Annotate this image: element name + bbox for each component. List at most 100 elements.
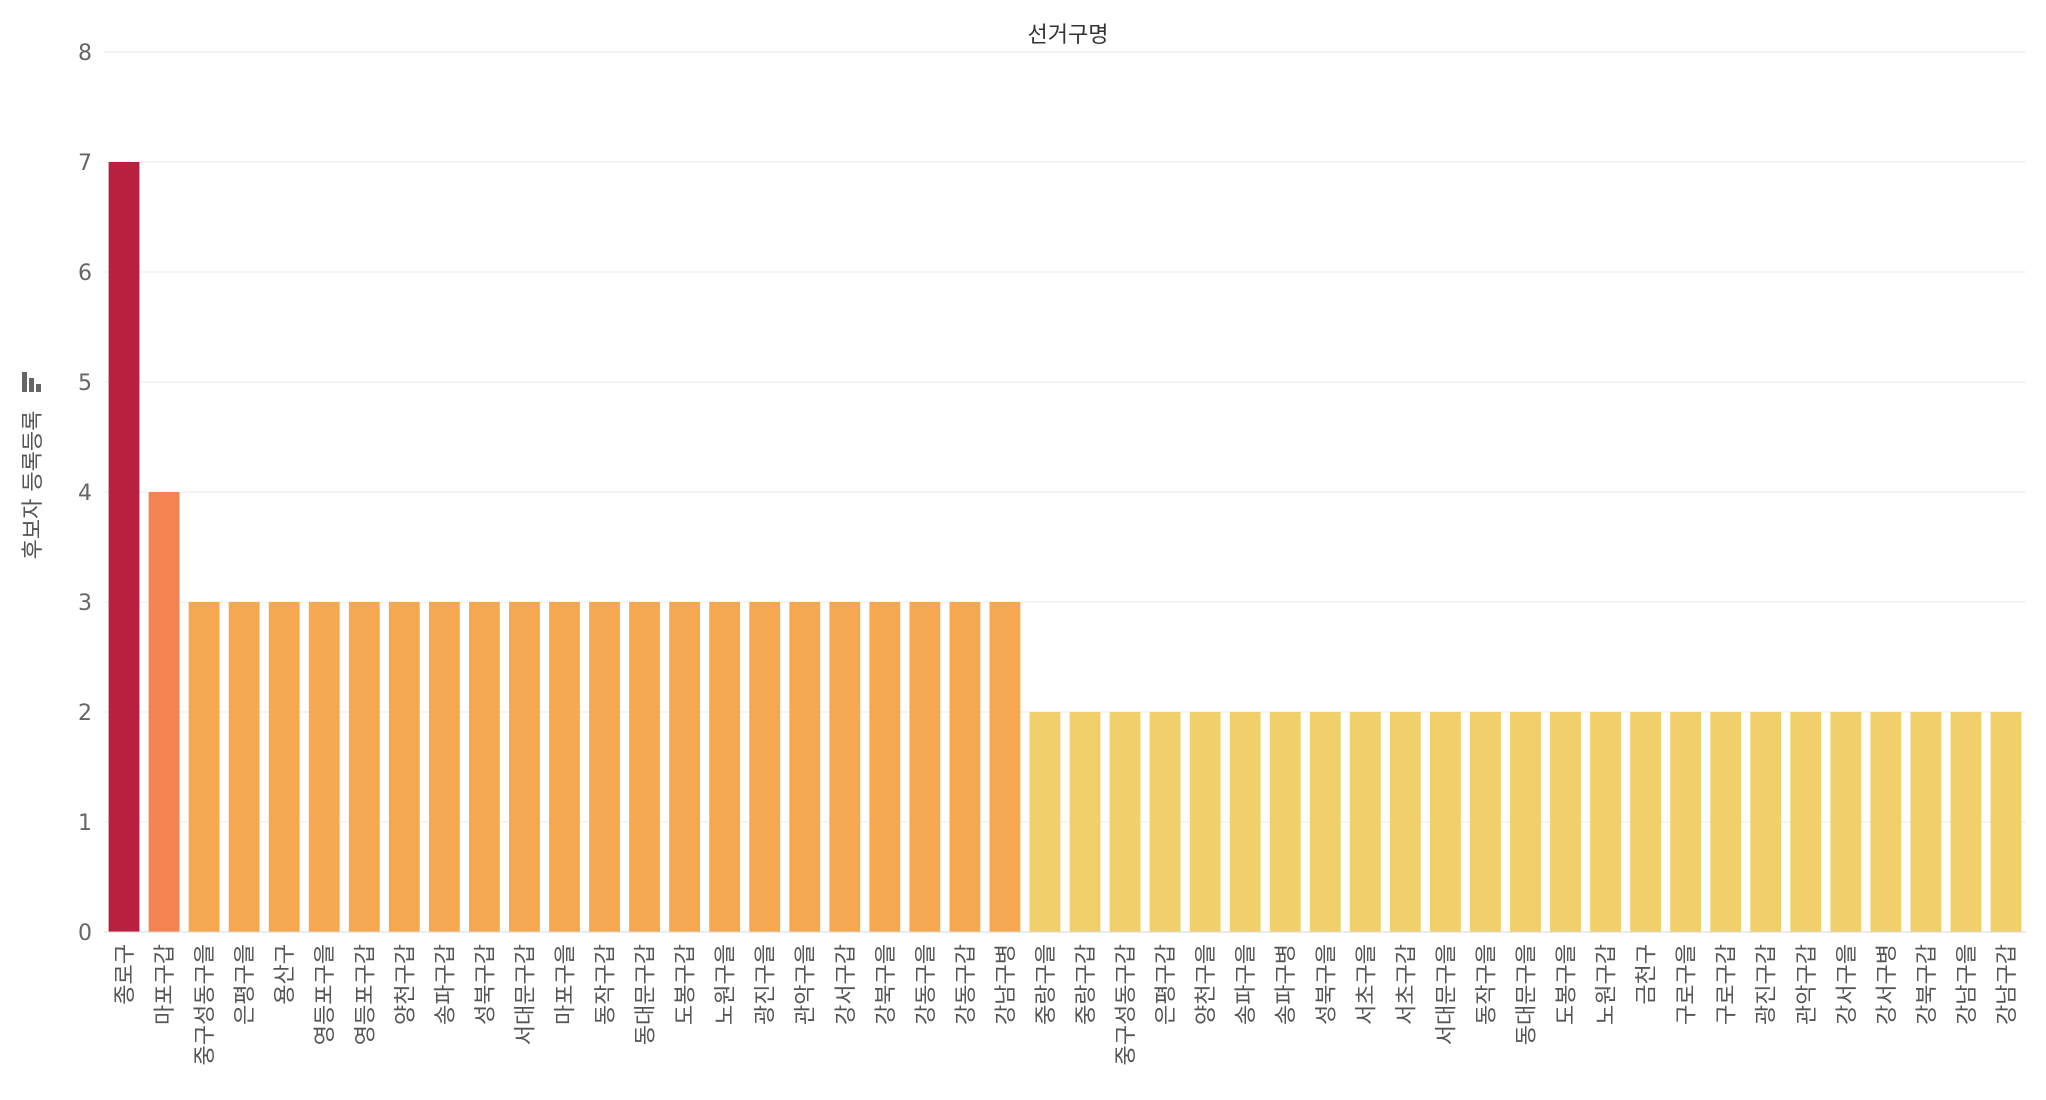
bar[interactable] [108,162,140,932]
bar[interactable] [749,602,781,932]
bar[interactable] [869,602,901,932]
bar[interactable] [308,602,340,932]
bar[interactable] [268,602,300,932]
x-tick-label: 양천구갑 [393,944,418,1025]
x-tick-label: 용산구 [273,944,298,1005]
x-tick-label: 마포구갑 [153,944,178,1025]
bar[interactable] [509,602,540,932]
bar[interactable] [148,492,180,932]
bars [108,162,2022,932]
bar[interactable] [1069,712,1101,932]
x-tick-label: 금천구 [1635,944,1660,1005]
x-tick-label: 성북구을 [1314,944,1339,1025]
x-tick-label: 은평구을 [233,944,258,1025]
x-tick-label: 성북구갑 [473,944,498,1025]
x-tick-label: 광진구을 [754,944,779,1025]
x-tick-label: 동대문구을 [1514,944,1539,1045]
x-tick-label: 중구성동구갑 [1114,944,1139,1065]
bar[interactable] [1950,712,1982,932]
x-tick-label: 서대문구을 [1434,944,1459,1045]
x-tick-label: 동대문구갑 [634,944,659,1045]
bar[interactable] [1349,712,1381,932]
y-tick-label: 2 [78,701,92,726]
x-tick-label: 강북구을 [874,944,899,1025]
y-axis-label: 후보자 등록등록 [21,411,46,560]
x-tick-label: 강남구병 [994,944,1019,1025]
bar[interactable] [989,602,1021,932]
bar[interactable] [1630,712,1662,932]
bar[interactable] [1550,712,1581,932]
bar[interactable] [1590,712,1621,932]
x-tick-label: 도봉구을 [1555,944,1580,1025]
y-tick-label: 0 [78,921,92,946]
y-tick-label: 3 [78,591,92,616]
bar[interactable] [1670,712,1702,932]
x-tick-label: 중랑구을 [1034,944,1059,1025]
x-tick-label: 서초구을 [1354,944,1379,1025]
y-tick-label: 7 [78,151,92,176]
x-tick-label: 영등포구갑 [353,944,378,1045]
bar[interactable] [1910,712,1942,932]
bar[interactable] [949,602,981,932]
x-tick-label: 동작구을 [1474,944,1499,1025]
bar[interactable] [1029,712,1061,932]
bar[interactable] [1750,712,1782,932]
chart-title: 선거구명 [1028,23,1109,48]
x-tick-label: 노원구갑 [1595,944,1620,1025]
bar[interactable] [1710,712,1742,932]
y-tick-label: 4 [78,481,92,506]
y-tick-label: 5 [78,371,92,396]
bar[interactable] [1109,712,1141,932]
bar[interactable] [1309,712,1341,932]
bar[interactable] [1229,712,1261,932]
x-tick-label: 서대문구갑 [513,944,538,1045]
x-tick-label: 광진구갑 [1755,944,1780,1025]
bar[interactable] [348,602,380,932]
x-tick-label: 중랑구갑 [1074,944,1099,1025]
gridlines [104,51,2026,933]
sort-descending-icon[interactable] [22,372,41,392]
bar[interactable] [1870,712,1902,932]
x-tick-label: 중구성동구을 [193,944,218,1065]
x-tick-label: 송파구을 [1234,944,1259,1025]
x-tick-label: 강서구병 [1875,944,1900,1025]
bar[interactable] [228,602,260,932]
bar[interactable] [829,602,861,932]
bar[interactable] [468,602,500,932]
x-tick-label: 송파구갑 [433,944,458,1025]
bar[interactable] [1470,712,1501,932]
bar[interactable] [549,602,580,932]
bar[interactable] [188,602,220,932]
x-tick-label: 관악구을 [794,944,819,1025]
bar[interactable] [629,602,660,932]
bar[interactable] [428,602,460,932]
y-tick-label: 6 [78,261,92,286]
x-tick-label: 노원구을 [714,944,739,1025]
x-axis-labels: 종로구 마포구갑 중구성동구을 은평구을 용산구 영등포구을 영등포구갑 양천구갑 송파구갑 성북… [113,944,2020,1065]
x-tick-label: 구로구을 [1675,944,1700,1025]
bar[interactable] [669,602,701,932]
bar[interactable] [1189,712,1221,932]
bar[interactable] [709,602,741,932]
bar[interactable] [1429,712,1461,932]
bar[interactable] [1269,712,1301,932]
x-tick-label: 강남구갑 [1995,944,2020,1025]
x-tick-label: 강남구을 [1955,944,1980,1025]
bar[interactable] [1790,712,1822,932]
bar[interactable] [1830,712,1862,932]
x-tick-label: 영등포구을 [313,944,338,1045]
x-tick-label: 송파구병 [1274,944,1299,1025]
bar[interactable] [1389,712,1421,932]
bar[interactable] [1149,712,1181,932]
bar[interactable] [589,602,620,932]
x-tick-label: 동작구갑 [594,944,619,1025]
bar[interactable] [388,602,420,932]
bar[interactable] [789,602,821,932]
bar[interactable] [1510,712,1541,932]
y-axis-ticks: 0 1 2 3 4 5 6 7 8 [78,41,92,946]
x-tick-label: 서초구갑 [1394,944,1419,1025]
bar[interactable] [1990,712,2022,932]
bar[interactable] [909,602,941,932]
